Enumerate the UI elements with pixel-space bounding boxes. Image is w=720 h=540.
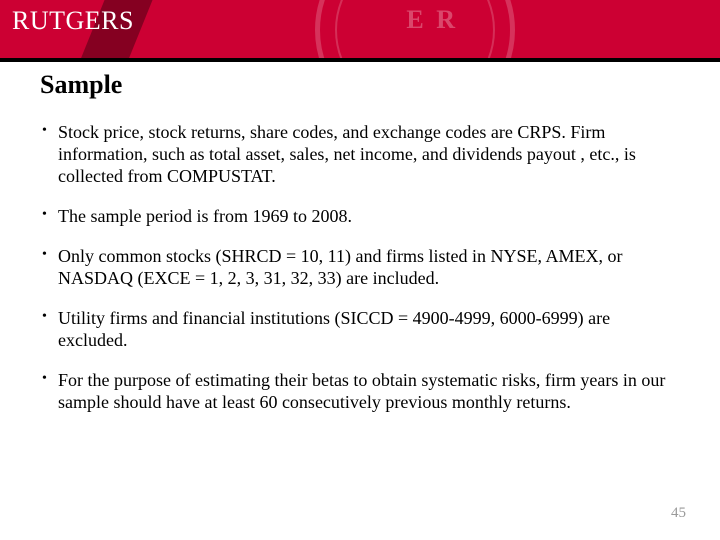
header-band: E R RUTGERS [0, 0, 720, 62]
rutgers-logo: RUTGERS [12, 6, 134, 40]
bullet-list: Stock price, stock returns, share codes,… [40, 122, 680, 414]
bullet-item: Stock price, stock returns, share codes,… [40, 122, 680, 188]
logo-text: RUTGERS [12, 6, 134, 35]
bullet-item: The sample period is from 1969 to 2008. [40, 206, 680, 228]
slide-title: Sample [40, 70, 680, 100]
slide-content: Sample Stock price, stock returns, share… [40, 70, 680, 432]
seal-watermark-text: E R [406, 5, 458, 35]
header-underline [0, 58, 720, 62]
bullet-item: Utility firms and financial institutions… [40, 308, 680, 352]
page-number: 45 [671, 505, 686, 522]
bullet-item: Only common stocks (SHRCD = 10, 11) and … [40, 246, 680, 290]
bullet-item: For the purpose of estimating their beta… [40, 370, 680, 414]
